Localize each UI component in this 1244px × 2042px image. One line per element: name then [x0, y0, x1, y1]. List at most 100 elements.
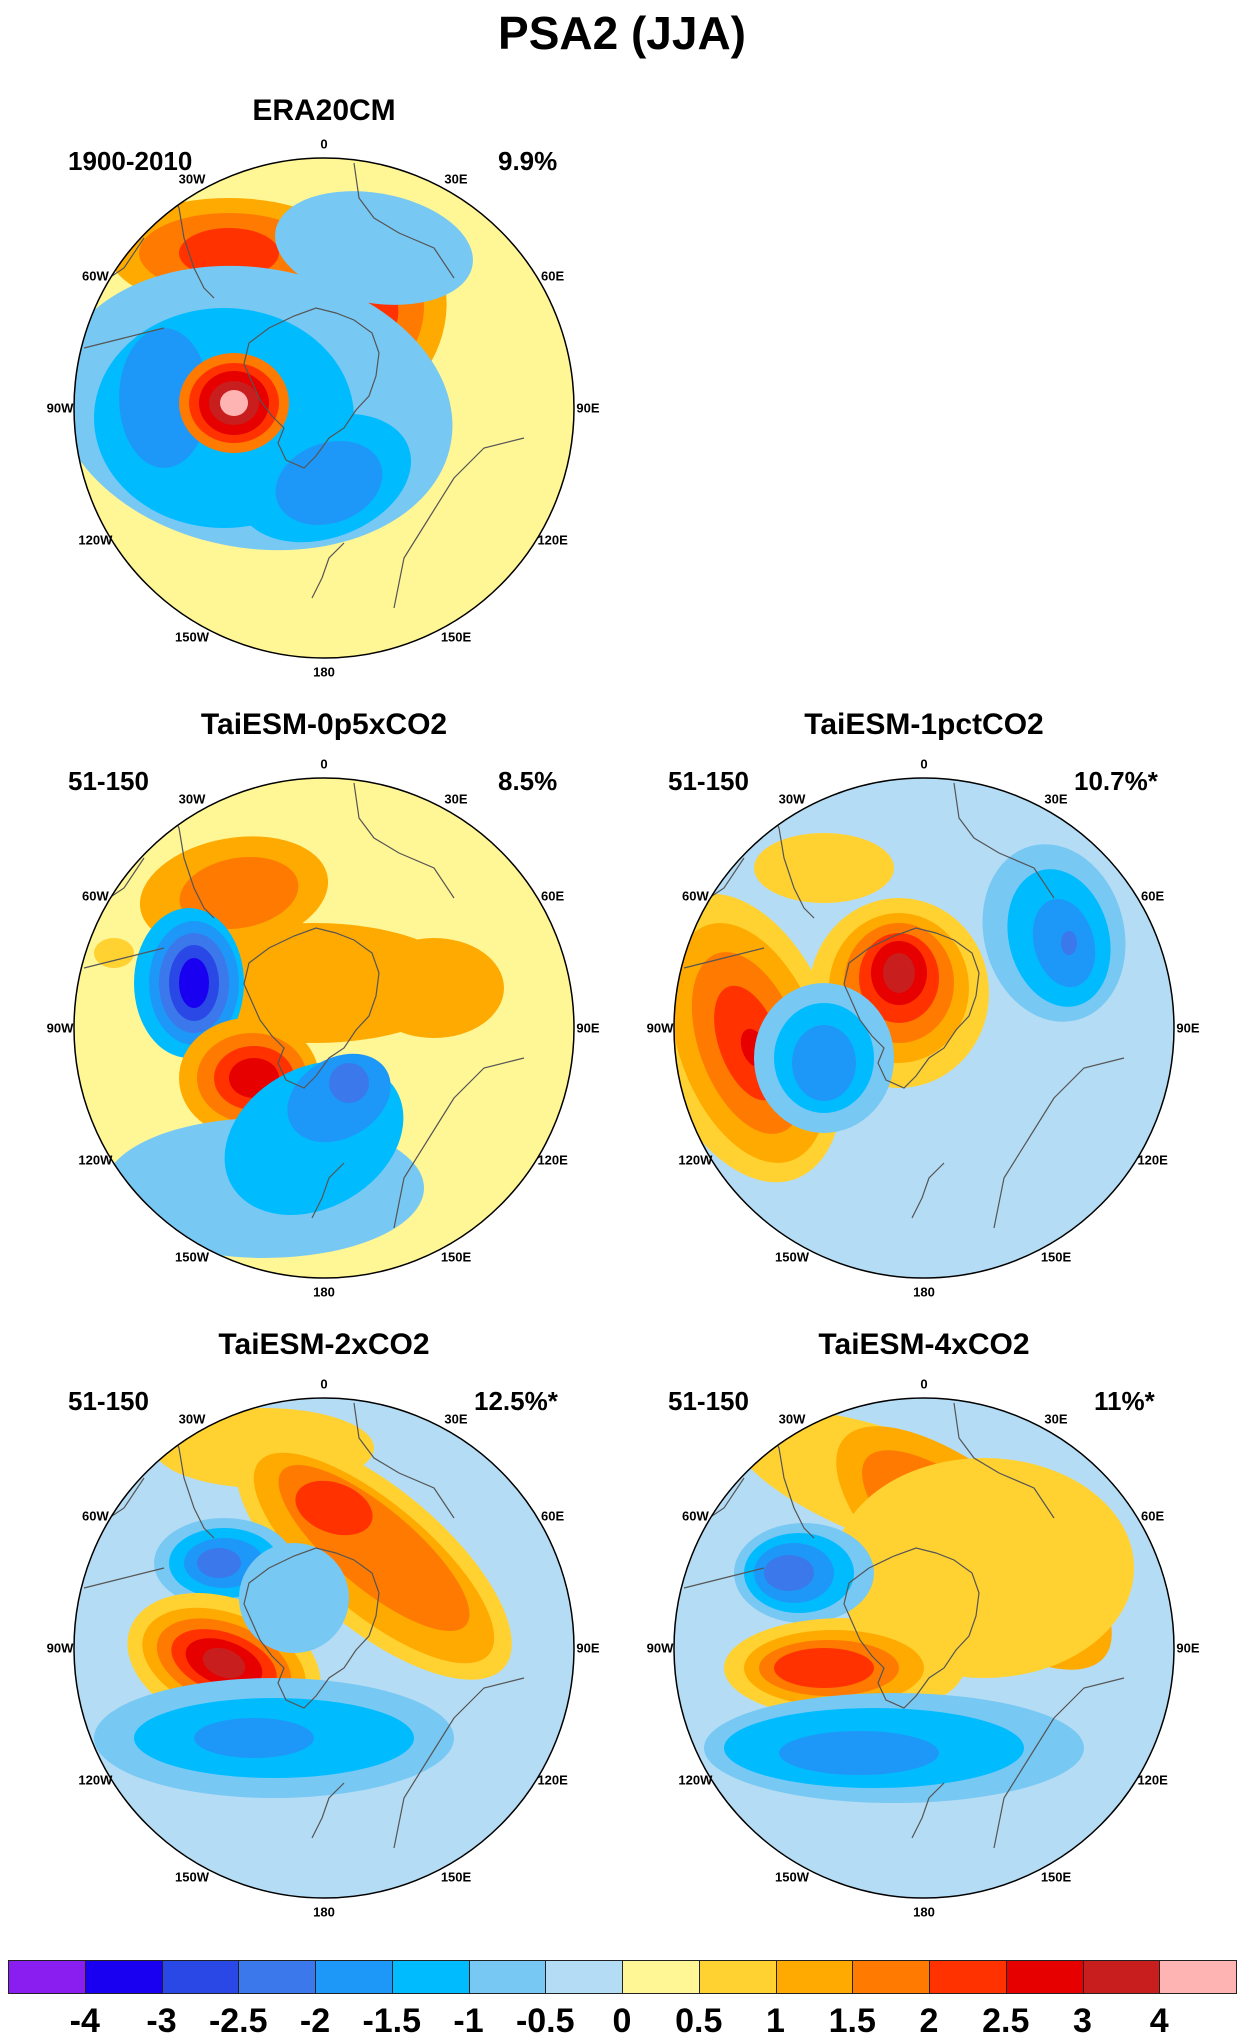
- colorbar-cell: [391, 1960, 470, 1994]
- longitude-label: 0: [920, 1376, 928, 1392]
- panel-title: TaiESM-1pctCO2: [804, 708, 1044, 741]
- contour-region: [197, 1548, 241, 1578]
- longitude-label: 60E: [1141, 888, 1165, 904]
- longitude-label: 60W: [681, 1508, 709, 1524]
- longitude-label: 120W: [78, 1152, 113, 1168]
- contour-region: [179, 228, 279, 278]
- panel-title: ERA20CM: [252, 94, 396, 127]
- contour-region: [774, 1648, 874, 1688]
- coastlines: [311, 162, 525, 609]
- longitude-label: 150E: [440, 629, 472, 645]
- longitude-label: 60W: [81, 1508, 109, 1524]
- figure-title: PSA2 (JJA): [498, 7, 746, 59]
- panel-variance: 8.5%: [498, 766, 558, 796]
- colorbar-tick-label: -2.5: [208, 2002, 268, 2040]
- coastlines: [311, 782, 525, 1229]
- longitude-label: 150E: [1040, 1869, 1072, 1885]
- longitude-label: 120W: [78, 532, 113, 548]
- longitude-label: 120E: [1137, 1152, 1168, 1168]
- longitude-label: 90E: [576, 1640, 600, 1656]
- coastlines: [911, 782, 1125, 1229]
- longitude-label: 90E: [1176, 1640, 1200, 1656]
- panel-period: 1900-2010: [68, 146, 193, 176]
- contour-region: [295, 1480, 373, 1536]
- colorbar-tick-label: -4: [69, 2002, 100, 2040]
- longitude-label: 60E: [1141, 1508, 1165, 1524]
- longitude-label: 30E: [1044, 1411, 1068, 1427]
- coastlines: [311, 1402, 525, 1849]
- colorbar-tick-label: 1.5: [828, 2002, 876, 2040]
- polar-map: [73, 777, 575, 1279]
- colorbar-tick-label: 2: [919, 2002, 939, 2040]
- contour-region: [834, 1458, 1134, 1678]
- colorbar: [8, 1960, 1237, 1994]
- panel-period: 51-150: [668, 766, 749, 796]
- longitude-label: 120W: [78, 1772, 113, 1788]
- longitude-label: 150W: [175, 1869, 209, 1885]
- longitude-label: 180: [313, 664, 335, 680]
- antarctica-coastline: [243, 1547, 380, 1709]
- longitude-label: 60E: [541, 268, 565, 284]
- longitude-label: 180: [913, 1904, 935, 1920]
- contour-region: [94, 938, 134, 968]
- longitude-label: 150W: [775, 1249, 809, 1265]
- longitude-label: 180: [913, 1284, 935, 1300]
- colorbar-tick-label: -1: [453, 2002, 484, 2040]
- contour-fill: [74, 778, 574, 1278]
- colorbar-cell: [84, 1960, 163, 1994]
- longitude-label: 90W: [646, 1020, 674, 1036]
- longitude-label: 120W: [678, 1152, 713, 1168]
- longitude-label: 150E: [1040, 1249, 1072, 1265]
- longitude-label: 180: [313, 1904, 335, 1920]
- longitude-label: 30E: [444, 1411, 468, 1427]
- longitude-label: 90W: [46, 1640, 74, 1656]
- contour-region: [194, 1718, 314, 1758]
- longitude-label: 0: [320, 756, 328, 772]
- longitude-label: 60W: [81, 888, 109, 904]
- colorbar-cell: [622, 1960, 700, 1994]
- panel-period: 51-150: [668, 1386, 749, 1416]
- colorbar-tick-label: 2.5: [982, 2002, 1030, 2040]
- map-border: [73, 157, 575, 659]
- panel-variance: 12.5%*: [474, 1386, 558, 1416]
- polar-map: [673, 777, 1175, 1279]
- colorbar-cell: [775, 1960, 854, 1994]
- contour-region: [754, 833, 894, 903]
- contour-region: [883, 953, 915, 993]
- panel-title: TaiESM-4xCO2: [818, 1328, 1030, 1361]
- contour-region: [1061, 931, 1077, 955]
- contour-region: [275, 191, 473, 305]
- longitude-label: 180: [313, 1284, 335, 1300]
- contour-region: [792, 1025, 856, 1101]
- longitude-label: 150W: [175, 1249, 209, 1265]
- longitude-label: 60E: [541, 1508, 565, 1524]
- longitude-label: 150W: [775, 1869, 809, 1885]
- longitude-label: 120W: [678, 1772, 713, 1788]
- colorbar-tick-label: 1: [766, 2002, 785, 2040]
- colorbar-cell: [929, 1960, 1007, 1994]
- longitude-label: 60W: [81, 268, 109, 284]
- contour-region: [329, 1063, 369, 1103]
- contour-fill: [74, 158, 574, 658]
- contour-region: [764, 1555, 814, 1591]
- contour-region: [202, 1647, 246, 1679]
- panel-variance: 9.9%: [498, 146, 558, 176]
- longitude-label: 0: [320, 1376, 328, 1392]
- panel-period: 51-150: [68, 766, 149, 796]
- contour-region: [179, 958, 209, 1008]
- contour-region: [119, 328, 209, 468]
- colorbar-tick-label: 3: [1073, 2002, 1092, 2040]
- longitude-label: 90W: [46, 400, 74, 416]
- colorbar-cell: [1082, 1960, 1161, 1994]
- antarctica-coastline: [843, 1547, 980, 1709]
- longitude-label: 30E: [444, 791, 468, 807]
- longitude-label: 30W: [778, 791, 806, 807]
- contour-region: [364, 938, 504, 1038]
- contour-fill: [674, 1398, 1174, 1898]
- colorbar-cell: [8, 1960, 86, 1994]
- contour-fill: [74, 1398, 574, 1898]
- colorbar-tick-label: 4: [1149, 2002, 1169, 2040]
- panel-variance: 10.7%*: [1074, 766, 1158, 796]
- contour-fill: [674, 778, 1174, 1278]
- longitude-label: 120E: [537, 532, 568, 548]
